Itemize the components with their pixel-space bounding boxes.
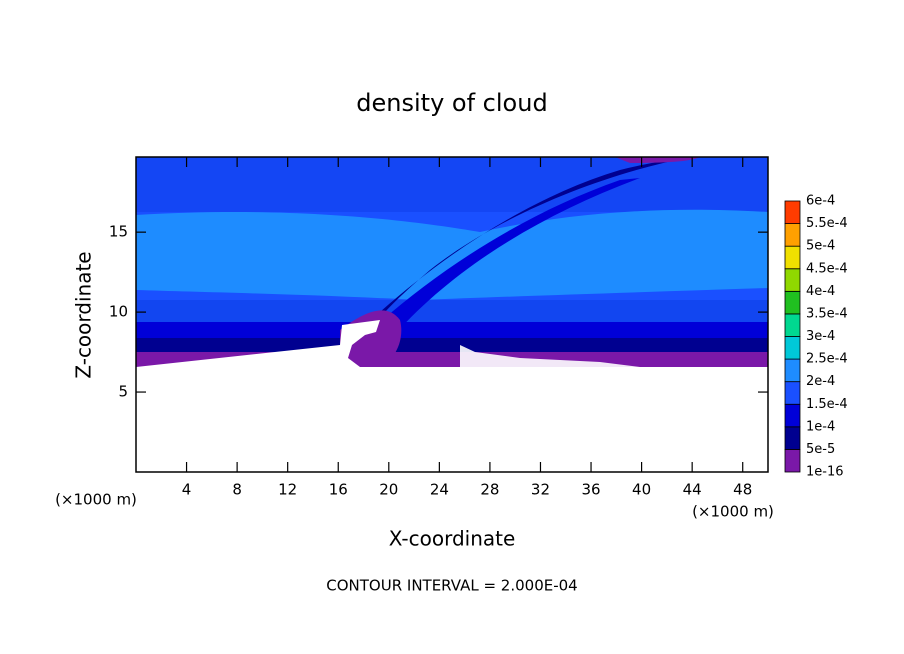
x-tick-label: 16 bbox=[329, 481, 348, 499]
colorbar-label: 3.5e-4 bbox=[806, 306, 848, 321]
colorbar-box bbox=[784, 403, 801, 428]
colorbar-box bbox=[784, 336, 801, 360]
colorbar-box bbox=[784, 268, 801, 292]
colorbar-box bbox=[784, 358, 801, 383]
colorbar-label: 2e-4 bbox=[806, 374, 835, 389]
x-axis-label: X-coordinate bbox=[389, 527, 516, 551]
contour-field bbox=[136, 157, 768, 472]
colorbar-label: 6e-4 bbox=[806, 194, 835, 209]
colorbar-box bbox=[784, 223, 801, 247]
x-tick-label: 44 bbox=[683, 481, 702, 499]
x-unit-label: (×1000 m) bbox=[55, 491, 137, 509]
footer: CONTOUR INTERVAL = 2.000E-04 bbox=[326, 577, 577, 595]
colorbar-box bbox=[784, 449, 801, 473]
plot-frame bbox=[135, 156, 769, 473]
colorbar-label: 3e-4 bbox=[806, 329, 835, 344]
x-tick-label: 24 bbox=[430, 481, 449, 499]
colorbar-label: 5e-5 bbox=[806, 442, 835, 457]
colorbar-label: 1.5e-4 bbox=[806, 397, 848, 412]
colorbar-label: 1e-16 bbox=[806, 465, 844, 480]
colorbar-box bbox=[784, 245, 801, 270]
y-tick-label: 10 bbox=[109, 303, 128, 321]
x-tick-label: 4 bbox=[182, 481, 192, 499]
colorbar-label: 5e-4 bbox=[806, 239, 835, 254]
x-tick-label: 32 bbox=[531, 481, 550, 499]
y-tick-label: 5 bbox=[118, 383, 128, 401]
colorbar-box bbox=[784, 381, 801, 405]
colorbar-label: 1e-4 bbox=[806, 419, 835, 434]
x-tick-label: 8 bbox=[232, 481, 242, 499]
y-tick-label: 15 bbox=[109, 223, 128, 241]
colorbar-label: 2.5e-4 bbox=[806, 352, 848, 367]
y-axis-label: Z-coordinate bbox=[72, 251, 96, 378]
x-tick-label: 48 bbox=[733, 481, 752, 499]
x-tick-label: 28 bbox=[480, 481, 499, 499]
x-unit-label: (×1000 m) bbox=[692, 503, 774, 521]
x-tick-label: 36 bbox=[581, 481, 600, 499]
colorbar-box bbox=[784, 290, 801, 315]
colorbar-box bbox=[784, 200, 801, 224]
colorbar-label: 5.5e-4 bbox=[806, 216, 848, 231]
x-tick-label: 12 bbox=[278, 481, 297, 499]
colorbar-label: 4e-4 bbox=[806, 284, 835, 299]
x-tick-label: 20 bbox=[379, 481, 398, 499]
chart-title: density of cloud bbox=[356, 89, 547, 117]
colorbar-label: 4.5e-4 bbox=[806, 261, 848, 276]
colorbar-box bbox=[784, 313, 801, 337]
x-tick-label: 40 bbox=[632, 481, 651, 499]
colorbar-box bbox=[784, 426, 801, 450]
